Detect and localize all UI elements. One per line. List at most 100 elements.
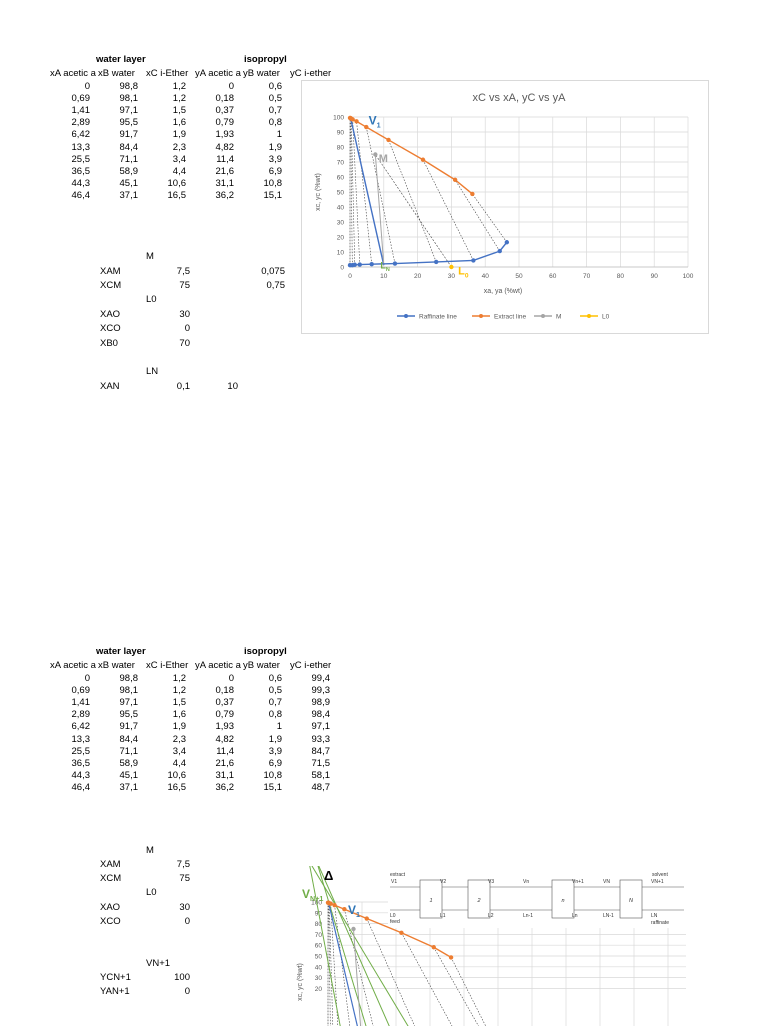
diagram-bottom-label: LN [651, 913, 658, 919]
table-cell: 25,5 [71, 153, 91, 165]
table-cell: 6,9 [268, 165, 282, 177]
table-cell: 0,37 [215, 105, 235, 117]
col-header: xA acetic a [50, 68, 96, 79]
calc-ln-header: LN [146, 366, 159, 377]
calc-m-header: M [146, 251, 154, 262]
label-v1-sub: 1 [377, 121, 381, 130]
table-cell: 97,1 [311, 721, 331, 733]
table-cell: 10,8 [263, 769, 283, 781]
delta-line [309, 866, 341, 1026]
m-ln-line [374, 154, 385, 266]
tie-line [454, 179, 500, 252]
data-point [364, 916, 369, 921]
stage-box [551, 879, 575, 919]
x-tick-label: 80 [617, 273, 625, 280]
data-point [420, 157, 426, 162]
data-point [431, 945, 436, 950]
x-axis-title: xa, ya (%wt) [484, 288, 523, 295]
tie-line [472, 193, 508, 243]
data-point [332, 902, 337, 908]
data-point [399, 930, 404, 935]
table-cell: 1 [276, 129, 282, 141]
data-point [433, 259, 439, 265]
table-cell: 16,5 [167, 781, 187, 793]
series-m [373, 152, 378, 157]
table-cell: 0 [84, 673, 90, 684]
diagram-top-label: solvent [652, 872, 668, 878]
table-cell: 2,3 [172, 733, 186, 745]
data-point [373, 152, 378, 157]
table-cell: 48,7 [311, 781, 331, 793]
table-cell: 36,5 [71, 165, 91, 177]
calc-label: YCN+1 [100, 972, 131, 983]
series-extract-line [325, 900, 454, 960]
label-v1: V1 [348, 903, 360, 919]
series-extract-line [347, 115, 475, 197]
table-cell: 10,6 [167, 769, 187, 781]
col-header: xB water [98, 660, 135, 671]
table-cell: 1,2 [172, 81, 186, 92]
calc-l0-header: L0 [146, 294, 157, 305]
table-cell: 1 [276, 721, 282, 733]
y-axis-title: xc, yc (%wt) [315, 173, 322, 211]
col-header: xA acetic a [50, 660, 96, 671]
diagram-top-label: VN [603, 879, 610, 885]
table-cell: 99,4 [311, 673, 331, 684]
table-cell: 4,82 [215, 733, 235, 745]
diagram-bottom-label: Ln [572, 913, 578, 919]
table-cell: 1,6 [172, 117, 186, 129]
table-cell: 15,1 [263, 781, 283, 793]
label-delta: Δ [324, 868, 333, 883]
calc-value: 0,1 [176, 381, 190, 392]
table-cell: 91,7 [119, 721, 139, 733]
table-cell: 4,4 [172, 165, 186, 177]
col-header: yB water [243, 68, 280, 79]
table-cell: 2,89 [71, 709, 91, 721]
gridlines [349, 116, 689, 268]
tie-line [334, 905, 351, 1026]
x-tick-label: 50 [515, 273, 523, 280]
delta-line [311, 866, 409, 1026]
table-cell: 15,1 [263, 189, 283, 201]
table-cell: 98,9 [311, 697, 331, 709]
calc-label: XCM [100, 280, 122, 291]
calc-value: 7,5 [176, 266, 190, 277]
x-tick-label: 10 [380, 273, 388, 280]
col-header: xB water [98, 68, 135, 79]
calc-value: 70 [179, 338, 190, 349]
calc-label: XCO [100, 323, 121, 334]
table-cell: 1,9 [172, 129, 186, 141]
diagram-top-label: V3 [488, 879, 494, 885]
y-tick-label: 0 [340, 265, 344, 272]
table-cell: 98,8 [119, 673, 139, 684]
table-cell: 0,69 [71, 93, 91, 105]
table-cell: 3,4 [172, 745, 186, 757]
data-point [392, 261, 398, 266]
table-cell: 98,8 [119, 81, 139, 92]
table-cell: 0,8 [268, 117, 282, 129]
table-cell: 0,18 [215, 685, 235, 697]
table-cell: 31,1 [215, 769, 235, 781]
chart-top-svg: xC vs xA, yC vs yA0102030405060708090100… [315, 92, 694, 321]
label-v1-sub: 1 [356, 910, 360, 919]
calc-label: XAM [100, 859, 121, 870]
diagram-bottom-label: LN-1 [603, 913, 614, 919]
table-cell: 0,6 [268, 673, 282, 684]
table-cell: 16,5 [167, 189, 187, 201]
table-cell: 25,5 [71, 745, 91, 757]
diagram-bottom-label: feed [390, 919, 400, 925]
col-header: yC i-ether [290, 68, 332, 79]
table-cell: 71,1 [119, 153, 139, 165]
table-cell: 1,93 [215, 129, 235, 141]
x-tick-label: 0 [348, 273, 352, 280]
table-cell: 1,9 [268, 733, 282, 745]
diagram-top-label: VN+1 [651, 879, 664, 885]
table-cell: 1,6 [172, 709, 186, 721]
tie-line [328, 903, 334, 1026]
label-l0: L0 [458, 266, 469, 280]
diagram-top-label: Vn+1 [572, 879, 584, 885]
y-tick-label: 80 [315, 921, 323, 928]
data-point [369, 261, 374, 267]
data-point-m [351, 926, 356, 932]
table-cell: 0,5 [268, 93, 282, 105]
